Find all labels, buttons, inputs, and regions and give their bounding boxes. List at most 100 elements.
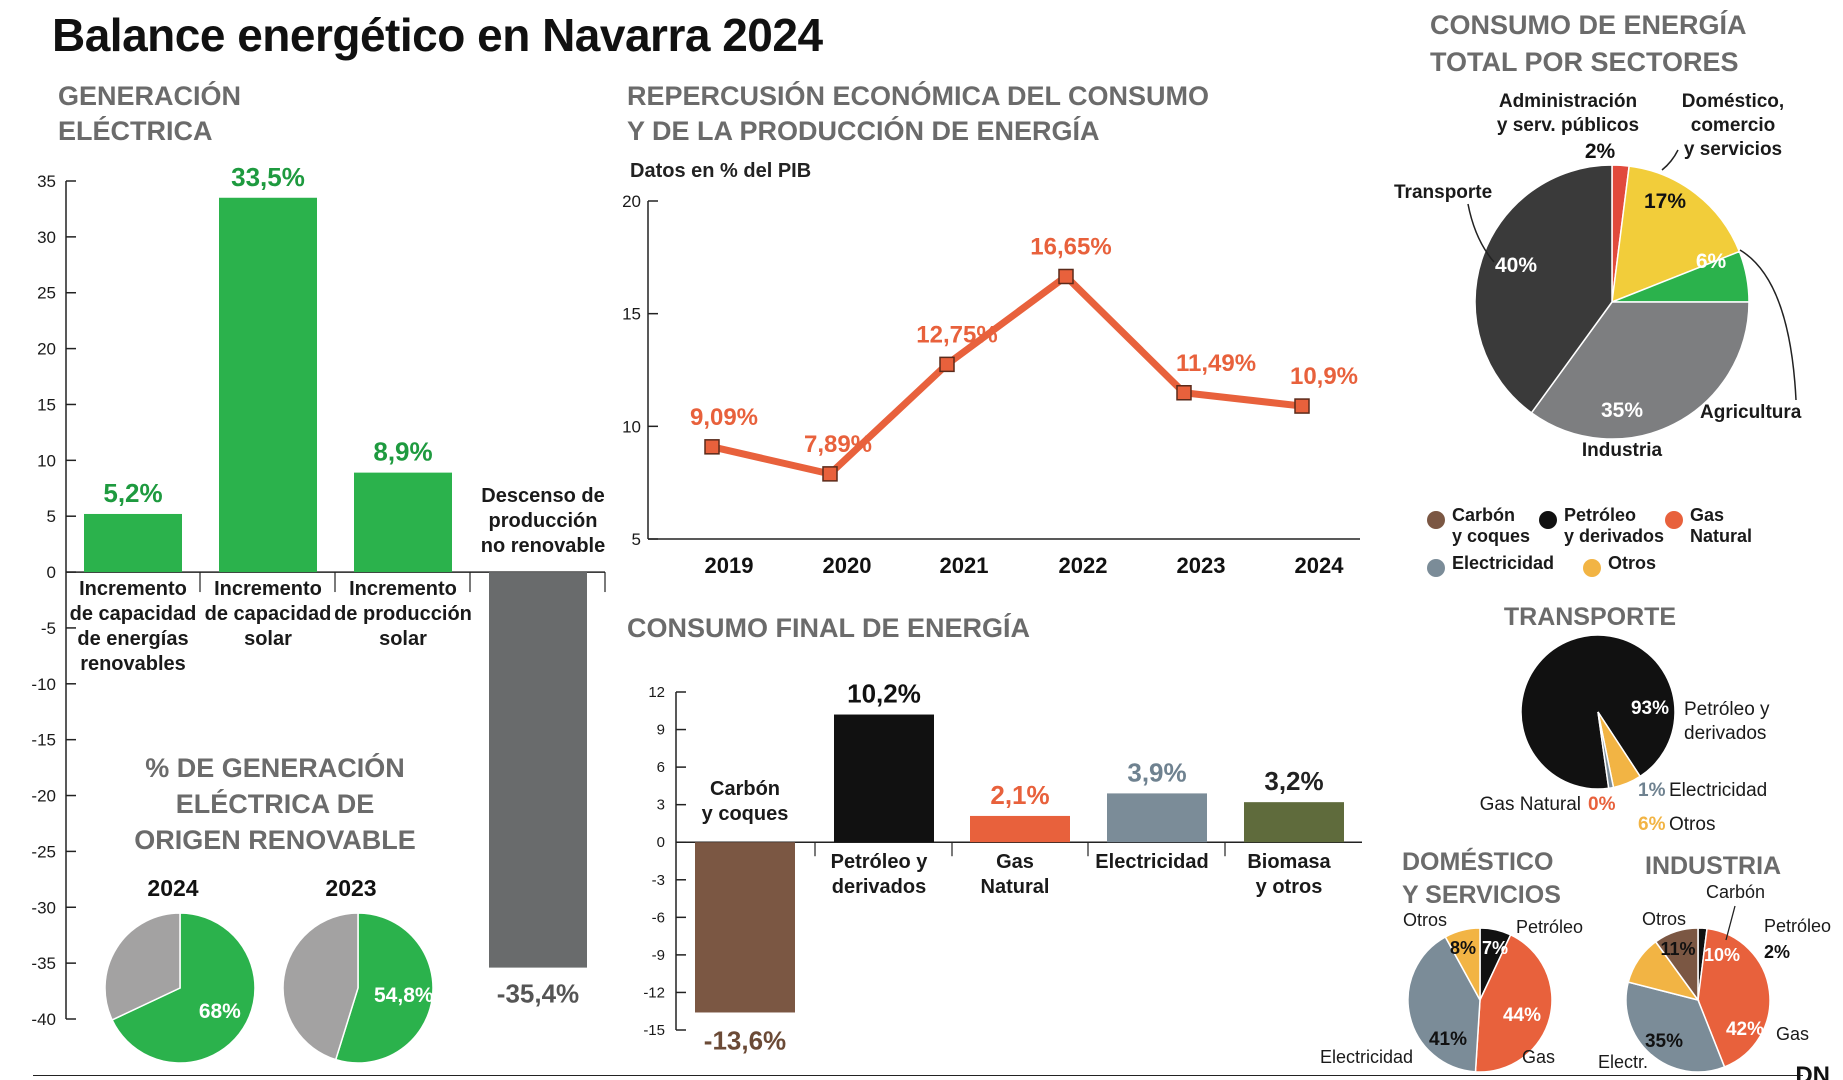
generacion-y-tick-label: 10 [37, 451, 56, 470]
generacion-y-tick-label: 30 [37, 228, 56, 247]
industria-category-label: Electr. [1598, 1052, 1648, 1072]
generacion-y-tick-label: -15 [31, 731, 56, 750]
generacion-y-tick-label: -20 [31, 787, 56, 806]
consumo-value-label: 10,2% [847, 679, 921, 709]
footer-divider [33, 1075, 1803, 1076]
repercusion-point [1058, 268, 1074, 285]
generacion-y-tick-label: -40 [31, 1010, 56, 1029]
sectores-category-label: Doméstico, [1682, 91, 1784, 112]
generacion-title: ELÉCTRICA [58, 115, 213, 146]
renovable-pie-label: 54,8% [374, 984, 434, 1007]
consumo-bar [1244, 802, 1344, 843]
repercusion-series-line [711, 272, 1303, 478]
transporte-title: TRANSPORTE [1504, 603, 1676, 631]
sectores-value-label: 35% [1601, 399, 1643, 422]
sectores-leader-line [1467, 203, 1495, 263]
renovable-pie-year: 2023 [325, 875, 376, 901]
repercusion-x-tick-label: 2023 [1177, 553, 1226, 578]
domestico-title: DOMÉSTICO [1402, 847, 1553, 876]
repercusion-y-tick-label: 15 [622, 305, 641, 324]
renovable-title: ORIGEN RENOVABLE [134, 825, 416, 855]
legend-swatch [1539, 511, 1557, 529]
industria-value-label: 11% [1660, 939, 1695, 959]
repercusion-point [1176, 385, 1192, 401]
domestico-value-label: 8% [1450, 938, 1476, 958]
generacion-category-label: de capacidad [70, 603, 197, 625]
generacion-category-label: Incremento [349, 578, 457, 600]
repercusion-value-label: 10,9% [1290, 363, 1358, 390]
consumo-y-tick-label: 9 [657, 722, 665, 739]
industria-pie-slice [1654, 927, 1699, 1003]
sectores-pie-slice [1530, 301, 1750, 440]
consumo-y-tick-label: -3 [652, 872, 665, 889]
consumo-y-tick-label: 0 [657, 834, 665, 851]
transporte-category-label: Gas Natural [1480, 794, 1581, 815]
repercusion-subtitle: Datos en % del PIB [630, 160, 811, 182]
sectores-value-label: 2% [1585, 140, 1616, 163]
consumo-value-label: -13,6% [704, 1025, 786, 1055]
renovable-pie-slice [104, 912, 181, 1021]
generacion-value-label: 8,9% [373, 437, 432, 467]
consumo-value-label: 3,2% [1264, 766, 1323, 796]
industria-pie-slice [1625, 981, 1726, 1073]
industria-title: INDUSTRIA [1645, 852, 1781, 880]
consumo-category-label: derivados [832, 876, 926, 898]
sectores-title: CONSUMO DE ENERGÍA [1430, 9, 1747, 40]
generacion-y-tick-label: -10 [31, 675, 56, 694]
legend-label: Gas [1690, 505, 1724, 525]
domestico-category-label: Electricidad [1320, 1047, 1413, 1067]
consumo-category-label: Electricidad [1095, 851, 1208, 873]
sectores-category-label: Transporte [1394, 182, 1492, 203]
consumo-category-label: Carbón [710, 778, 780, 800]
repercusion-title: REPERCUSIÓN ECONÓMICA DEL CONSUMO [627, 80, 1209, 111]
repercusion-x-tick-label: 2022 [1059, 553, 1108, 578]
consumo-category-label: Biomasa [1247, 851, 1331, 873]
industria-value-label: 42% [1726, 1019, 1764, 1040]
consumo-bar [970, 815, 1070, 843]
repercusion-point [1294, 398, 1310, 414]
consumo-category-label: y otros [1256, 876, 1323, 898]
repercusion-y-tick-label: 10 [622, 417, 641, 436]
domestico-pie-slice [1474, 933, 1553, 1073]
consumo-category-label: Gas [996, 851, 1034, 873]
consumo-bar [695, 842, 795, 1013]
sectores-value-label: 6% [1696, 250, 1727, 273]
transporte-value-label: 6% [1638, 814, 1666, 835]
legend-swatch [1665, 511, 1683, 529]
domestico-value-label: 7% [1482, 938, 1508, 958]
transporte-category-label: Electricidad [1669, 780, 1767, 801]
generacion-y-tick-label: -5 [41, 619, 56, 638]
sectores-value-label: 17% [1644, 190, 1686, 213]
consumo-y-tick-label: -9 [652, 947, 665, 964]
legend-label: Electricidad [1452, 553, 1554, 573]
renovable-pie-slice [111, 912, 256, 1064]
consumo-y-tick-label: -15 [643, 1022, 665, 1039]
generacion-y-tick-label: 0 [47, 563, 56, 582]
industria-value-label: 10% [1704, 945, 1740, 965]
renovable-pie-label: 68% [199, 1000, 241, 1023]
transporte-value-label: 1% [1638, 780, 1666, 801]
consumo-category-label: Petróleo y [831, 851, 929, 873]
repercusion-x-tick-label: 2021 [940, 553, 989, 578]
sectores-pie-slice [1611, 165, 1741, 304]
domestico-category-label: Otros [1403, 910, 1447, 930]
generacion-category-label: de energías [77, 628, 188, 650]
generacion-category-label: no renovable [481, 535, 605, 557]
consumo-value-label: 2,1% [990, 780, 1049, 810]
industria-category-label: Otros [1642, 909, 1686, 929]
generacion-bar [354, 472, 452, 573]
repercusion-value-label: 12,75% [916, 321, 997, 348]
generacion-category-label: Incremento [79, 578, 187, 600]
renovable-pie-slice [282, 912, 359, 1061]
generacion-y-tick-label: 15 [37, 395, 56, 414]
repercusion-x-tick-label: 2019 [705, 553, 754, 578]
repercusion-x-tick-label: 2024 [1295, 553, 1345, 578]
generacion-y-tick-label: 20 [37, 340, 56, 359]
industria-category-label: Petróleo [1764, 916, 1831, 936]
repercusion-y-tick-label: 5 [632, 530, 641, 549]
generacion-category-label: Descenso de [481, 485, 604, 507]
generacion-y-tick-label: -35 [31, 954, 56, 973]
generacion-y-tick-label: -30 [31, 898, 56, 917]
domestico-category-label: Gas [1522, 1047, 1555, 1067]
legend-label: y derivados [1564, 526, 1664, 546]
